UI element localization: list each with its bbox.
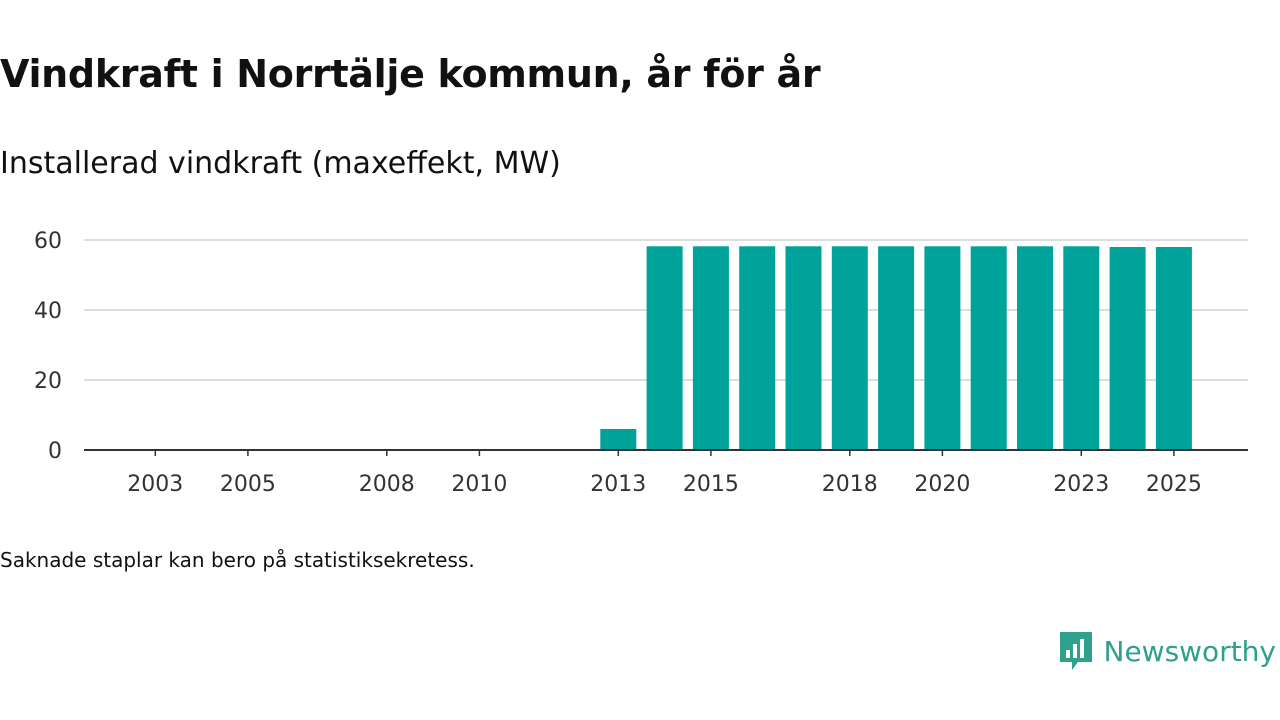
brand: Newsworthy bbox=[1058, 630, 1277, 672]
bar-2015 bbox=[692, 246, 729, 450]
y-tick-label: 60 bbox=[34, 229, 62, 254]
footnote: Saknade staplar kan bero på statistiksek… bbox=[0, 548, 475, 572]
bar-chart: 0 20 40 60 2003 2005 2008 2010 2013 2015 2018 2020… bbox=[34, 229, 1248, 497]
newsworthy-bar-chart-icon bbox=[1058, 630, 1094, 672]
bar-2023 bbox=[1063, 246, 1100, 450]
x-tick-label: 2005 bbox=[220, 472, 276, 497]
x-tick-label: 2023 bbox=[1053, 472, 1109, 497]
x-tick-label: 2008 bbox=[359, 472, 415, 497]
y-tick-label: 40 bbox=[34, 299, 62, 324]
chart-title: Vindkraft i Norrtälje kommun, år för år bbox=[0, 52, 821, 96]
x-tick-label: 2020 bbox=[914, 472, 970, 497]
x-axis-ticks: 2003 2005 2008 2010 2013 2015 2018 2020 2023 2025 bbox=[127, 450, 1202, 497]
x-tick-label: 2010 bbox=[451, 472, 507, 497]
brand-name: Newsworthy bbox=[1103, 634, 1277, 668]
y-axis-ticks: 0 20 40 60 bbox=[34, 229, 62, 464]
y-tick-label: 0 bbox=[48, 439, 62, 464]
bar-2014 bbox=[646, 246, 683, 450]
bar-2016 bbox=[739, 246, 776, 450]
x-tick-label: 2015 bbox=[683, 472, 739, 497]
chart-subtitle: Installerad vindkraft (maxeffekt, MW) bbox=[0, 146, 561, 181]
bar-2021 bbox=[970, 246, 1007, 450]
x-tick-label: 2018 bbox=[822, 472, 878, 497]
bar-2022 bbox=[1017, 246, 1053, 450]
bar-2013 bbox=[600, 429, 637, 450]
y-tick-label: 20 bbox=[34, 369, 62, 394]
x-tick-label: 2013 bbox=[590, 472, 646, 497]
bar-2025 bbox=[1155, 247, 1192, 450]
x-tick-label: 2003 bbox=[127, 472, 183, 497]
x-tick-label: 2025 bbox=[1146, 472, 1202, 497]
bar-2018 bbox=[831, 246, 868, 450]
bar-2024 bbox=[1109, 247, 1146, 450]
bars bbox=[600, 246, 1192, 450]
bar-2017 bbox=[785, 246, 822, 450]
bar-2020 bbox=[924, 246, 961, 450]
bar-2019 bbox=[878, 246, 915, 450]
